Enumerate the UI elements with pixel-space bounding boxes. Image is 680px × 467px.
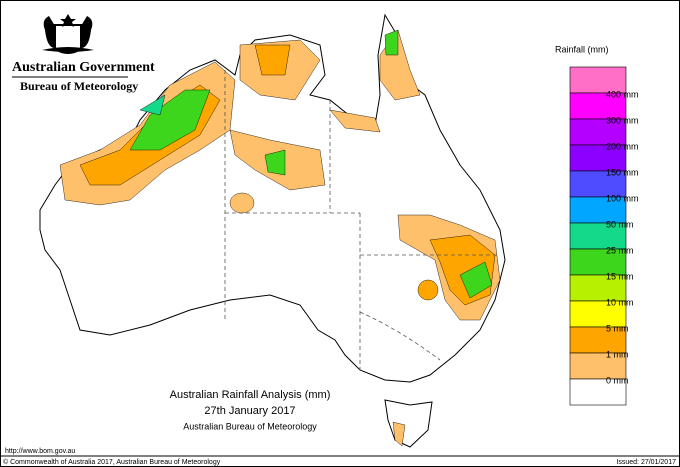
legend-swatch [569, 300, 627, 328]
rain-areas [59, 29, 501, 447]
footer-issued: Issued: 27/01/2017 [616, 459, 676, 466]
map-title: Australian Rainfall Analysis (mm) [170, 389, 331, 401]
coat-of-arms [42, 14, 94, 54]
legend-swatch [569, 92, 627, 120]
legend-label: 10 mm [606, 297, 634, 307]
legend-label: 25 mm [606, 245, 634, 255]
legend-label: 400 mm [606, 89, 639, 99]
legend-swatch [569, 222, 627, 250]
legend-swatch [569, 326, 627, 354]
legend-swatch [569, 352, 627, 380]
legend-label: 5 mm [606, 323, 629, 333]
legend-label: 50 mm [606, 219, 634, 229]
legend-label: 100 mm [606, 193, 639, 203]
agency: Bureau of Meteorology [20, 79, 138, 93]
legend-swatch [569, 274, 627, 302]
legend-swatch [569, 170, 627, 198]
legend-label: 200 mm [606, 141, 639, 151]
government: Australian Government [12, 60, 155, 75]
legend-swatch [569, 378, 627, 406]
australia-map [39, 13, 506, 448]
legend-swatch [569, 248, 627, 276]
footer-copyright: © Commonwealth of Australia 2017, Austra… [3, 458, 221, 466]
legend-swatch [569, 144, 627, 172]
state-borders [224, 70, 498, 370]
legend-label: 1 mm [606, 349, 629, 359]
legend-label: 15 mm [606, 271, 634, 281]
legend-swatch [569, 196, 627, 224]
footer-url: http://www.bom.gov.au [5, 448, 75, 455]
legend-swatch [569, 66, 627, 94]
legend-label: 300 mm [606, 115, 639, 125]
map-date: 27th January 2017 [204, 405, 295, 417]
legend: 400 mm 300 mm 200 mm 150 mm 100 mm 50 mm 25 mm… [569, 66, 639, 406]
legend-label: 150 mm [606, 167, 639, 177]
map-source: Australian Bureau of Meteorology [183, 421, 317, 431]
legend-title: Rainfall (mm) [555, 44, 609, 54]
legend-swatch [569, 118, 627, 146]
legend-label: 0 mm [606, 375, 629, 385]
